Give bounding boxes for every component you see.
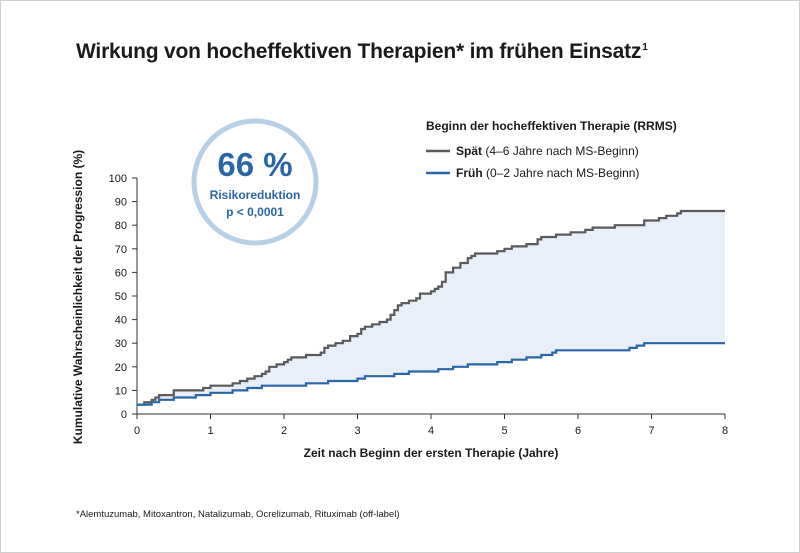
page-title: Wirkung von hocheffektiven Therapien* im… [76,40,648,63]
y-tick-label: 50 [115,291,127,303]
x-tick-label: 1 [207,425,213,437]
legend-item-late-rest: (4–6 Jahre nach MS-Beginn) [482,144,639,158]
legend-item-early: Früh (0–2 Jahre nach MS-Beginn) [456,166,639,180]
series-line-frueh [137,342,725,406]
x-tick-label: 6 [575,425,581,437]
footnote: *Alemtuzumab, Mitoxantron, Natalizumab, … [76,509,400,520]
y-tick-label: 70 [115,244,127,256]
legend-item-early-bold: Früh [456,166,483,180]
legend-title: Beginn der hocheffektiven Therapie (RRMS… [426,119,677,133]
x-tick-label: 2 [281,425,287,437]
shaded-area-between-series [137,211,725,405]
x-tick-label: 7 [648,425,654,437]
risk-badge-label: Risikoreduktion [210,188,301,202]
y-tick-label: 30 [115,338,127,350]
legend-item-late-bold: Spät [456,144,482,158]
x-tick-label: 8 [722,425,728,437]
y-tick-label: 90 [115,197,127,209]
y-tick-label: 20 [115,362,127,374]
y-tick-label: 80 [115,220,127,232]
y-tick-label: 0 [121,409,127,421]
legend-item-early-rest: (0–2 Jahre nach MS-Beginn) [483,166,640,180]
x-tick-label: 0 [134,425,140,437]
risk-badge: 66 % Risikoreduktion p < 0,0001 [191,118,319,246]
series-lines-layer [137,209,725,406]
risk-badge-value: 66 % [217,146,292,183]
risk-badge-pvalue: p < 0,0001 [226,205,284,219]
x-tick-label: 4 [428,425,434,437]
y-axis-title: Kumulative Wahrscheinlichkeit der Progre… [71,150,85,444]
x-tick-label: 3 [354,425,360,437]
risk-badge-ring [191,118,319,246]
title-footnote-mark: 1 [642,42,648,53]
y-tick-label: 40 [115,315,127,327]
legend: Beginn der hocheffektiven Therapie (RRMS… [426,119,677,180]
x-tick-label: 5 [501,425,507,437]
y-tick-label: 60 [115,267,127,279]
legend-item-late: Spät (4–6 Jahre nach MS-Beginn) [456,144,639,158]
y-tick-label: 10 [115,385,127,397]
x-axis-title: Zeit nach Beginn der ersten Therapie (Ja… [304,446,559,460]
y-tick-label: 100 [109,173,127,185]
shaded-area-layer [137,211,725,405]
series-line-spaet [137,209,725,406]
